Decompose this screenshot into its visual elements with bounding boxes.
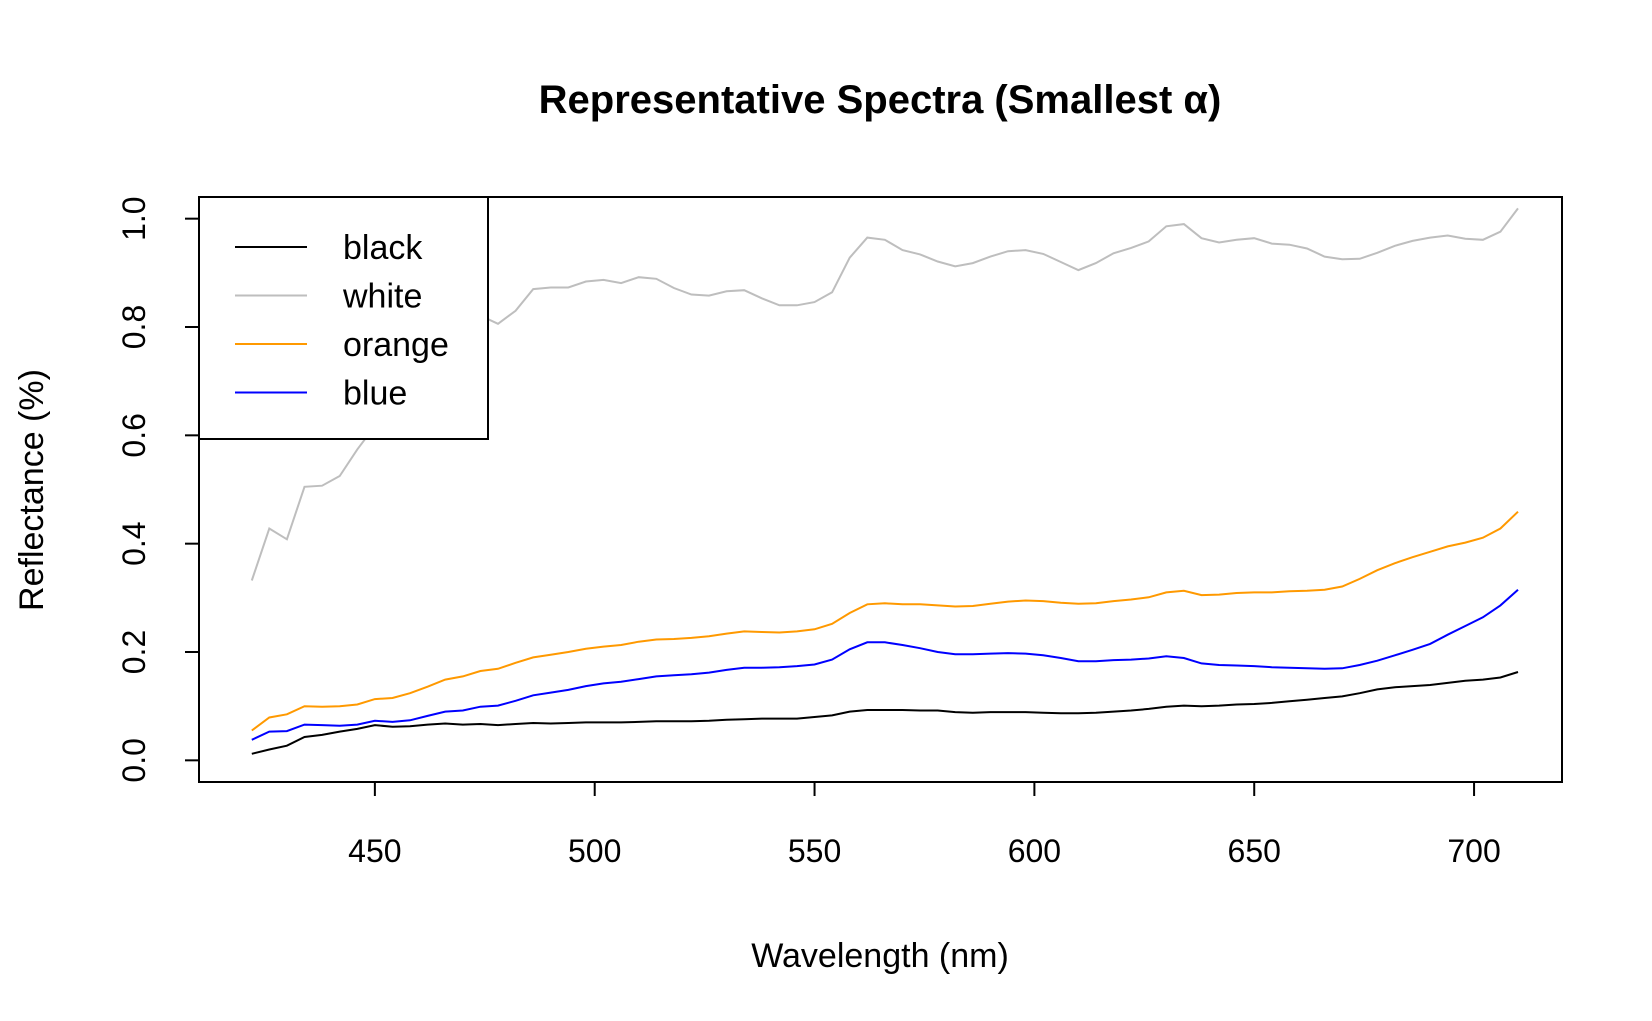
legend-label-white: white [342,278,422,316]
y-tick-label: 1.0 [116,196,152,240]
legend-label-blue: blue [343,375,407,413]
y-tick-label: 0.6 [116,413,152,457]
legend-box [198,196,489,440]
legend-label-orange: orange [343,326,449,364]
y-tick-label: 0.0 [116,738,152,782]
x-tick-label: 550 [788,833,841,869]
x-tick-label: 650 [1228,833,1281,869]
x-tick-label: 700 [1447,833,1500,869]
series-line-orange [251,510,1519,732]
legend-items: black white orange blue [235,229,449,413]
chart-title: Representative Spectra (Smallest α) [539,78,1222,122]
y-tick-label: 0.8 [116,305,152,349]
series-line-black [251,671,1519,755]
x-tick-label: 600 [1008,833,1061,869]
x-axis: 450 500 550 600 650 700 [348,781,1501,869]
x-tick-label: 450 [348,833,401,869]
series-line-blue [251,588,1519,741]
legend-label-black: black [343,229,423,267]
y-tick-label: 0.4 [116,521,152,565]
x-axis-label: Wavelength (nm) [751,937,1009,975]
y-tick-label: 0.2 [116,630,152,674]
legend: black white orange blue [198,196,489,440]
x-tick-label: 500 [568,833,621,869]
y-axis-label: Reflectance (%) [13,369,51,611]
y-axis: 0.0 0.2 0.4 0.6 0.8 1.0 [116,196,199,783]
